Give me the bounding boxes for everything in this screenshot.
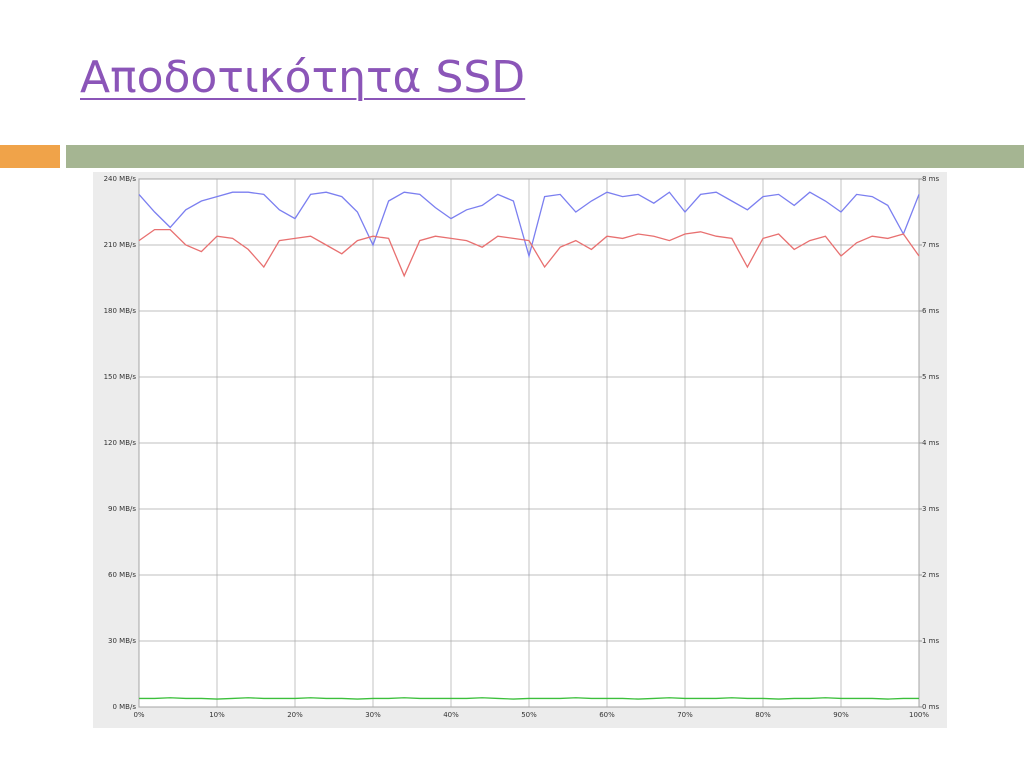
y2-tick-label: 0 ms	[922, 703, 939, 711]
y-tick-label: 150 MB/s	[104, 373, 137, 381]
y2-tick-label: 7 ms	[922, 241, 939, 249]
y2-tick-label: 5 ms	[922, 373, 939, 381]
y2-tick-label: 6 ms	[922, 307, 939, 315]
x-tick-label: 50%	[521, 711, 537, 719]
x-tick-label: 60%	[599, 711, 615, 719]
x-tick-label: 10%	[209, 711, 225, 719]
series-line	[139, 697, 919, 700]
x-tick-label: 70%	[677, 711, 693, 719]
x-tick-label: 30%	[365, 711, 381, 719]
y-tick-label: 30 MB/s	[108, 637, 136, 645]
y-tick-label: 0 MB/s	[112, 703, 136, 711]
series-line	[138, 191, 920, 259]
y-tick-label: 240 MB/s	[104, 175, 137, 183]
x-tick-label: 100%	[909, 711, 929, 719]
y2-tick-label: 2 ms	[922, 571, 939, 579]
series-line	[138, 228, 920, 278]
y-tick-label: 60 MB/s	[108, 571, 136, 579]
header-bar	[66, 145, 1024, 168]
x-tick-label: 0%	[133, 711, 144, 719]
y-tick-label: 90 MB/s	[108, 505, 136, 513]
y2-tick-label: 8 ms	[922, 175, 939, 183]
accent-bar	[0, 145, 60, 168]
y-tick-label: 180 MB/s	[104, 307, 137, 315]
x-tick-label: 90%	[833, 711, 849, 719]
y-tick-label: 120 MB/s	[104, 439, 137, 447]
y2-tick-label: 3 ms	[922, 505, 939, 513]
slide-title: Αποδοτικότητα SSD	[80, 52, 526, 103]
y-tick-label: 210 MB/s	[104, 241, 137, 249]
x-tick-label: 20%	[287, 711, 303, 719]
y2-tick-label: 1 ms	[922, 637, 939, 645]
x-tick-label: 40%	[443, 711, 459, 719]
y2-tick-label: 4 ms	[922, 439, 939, 447]
x-tick-label: 80%	[755, 711, 771, 719]
